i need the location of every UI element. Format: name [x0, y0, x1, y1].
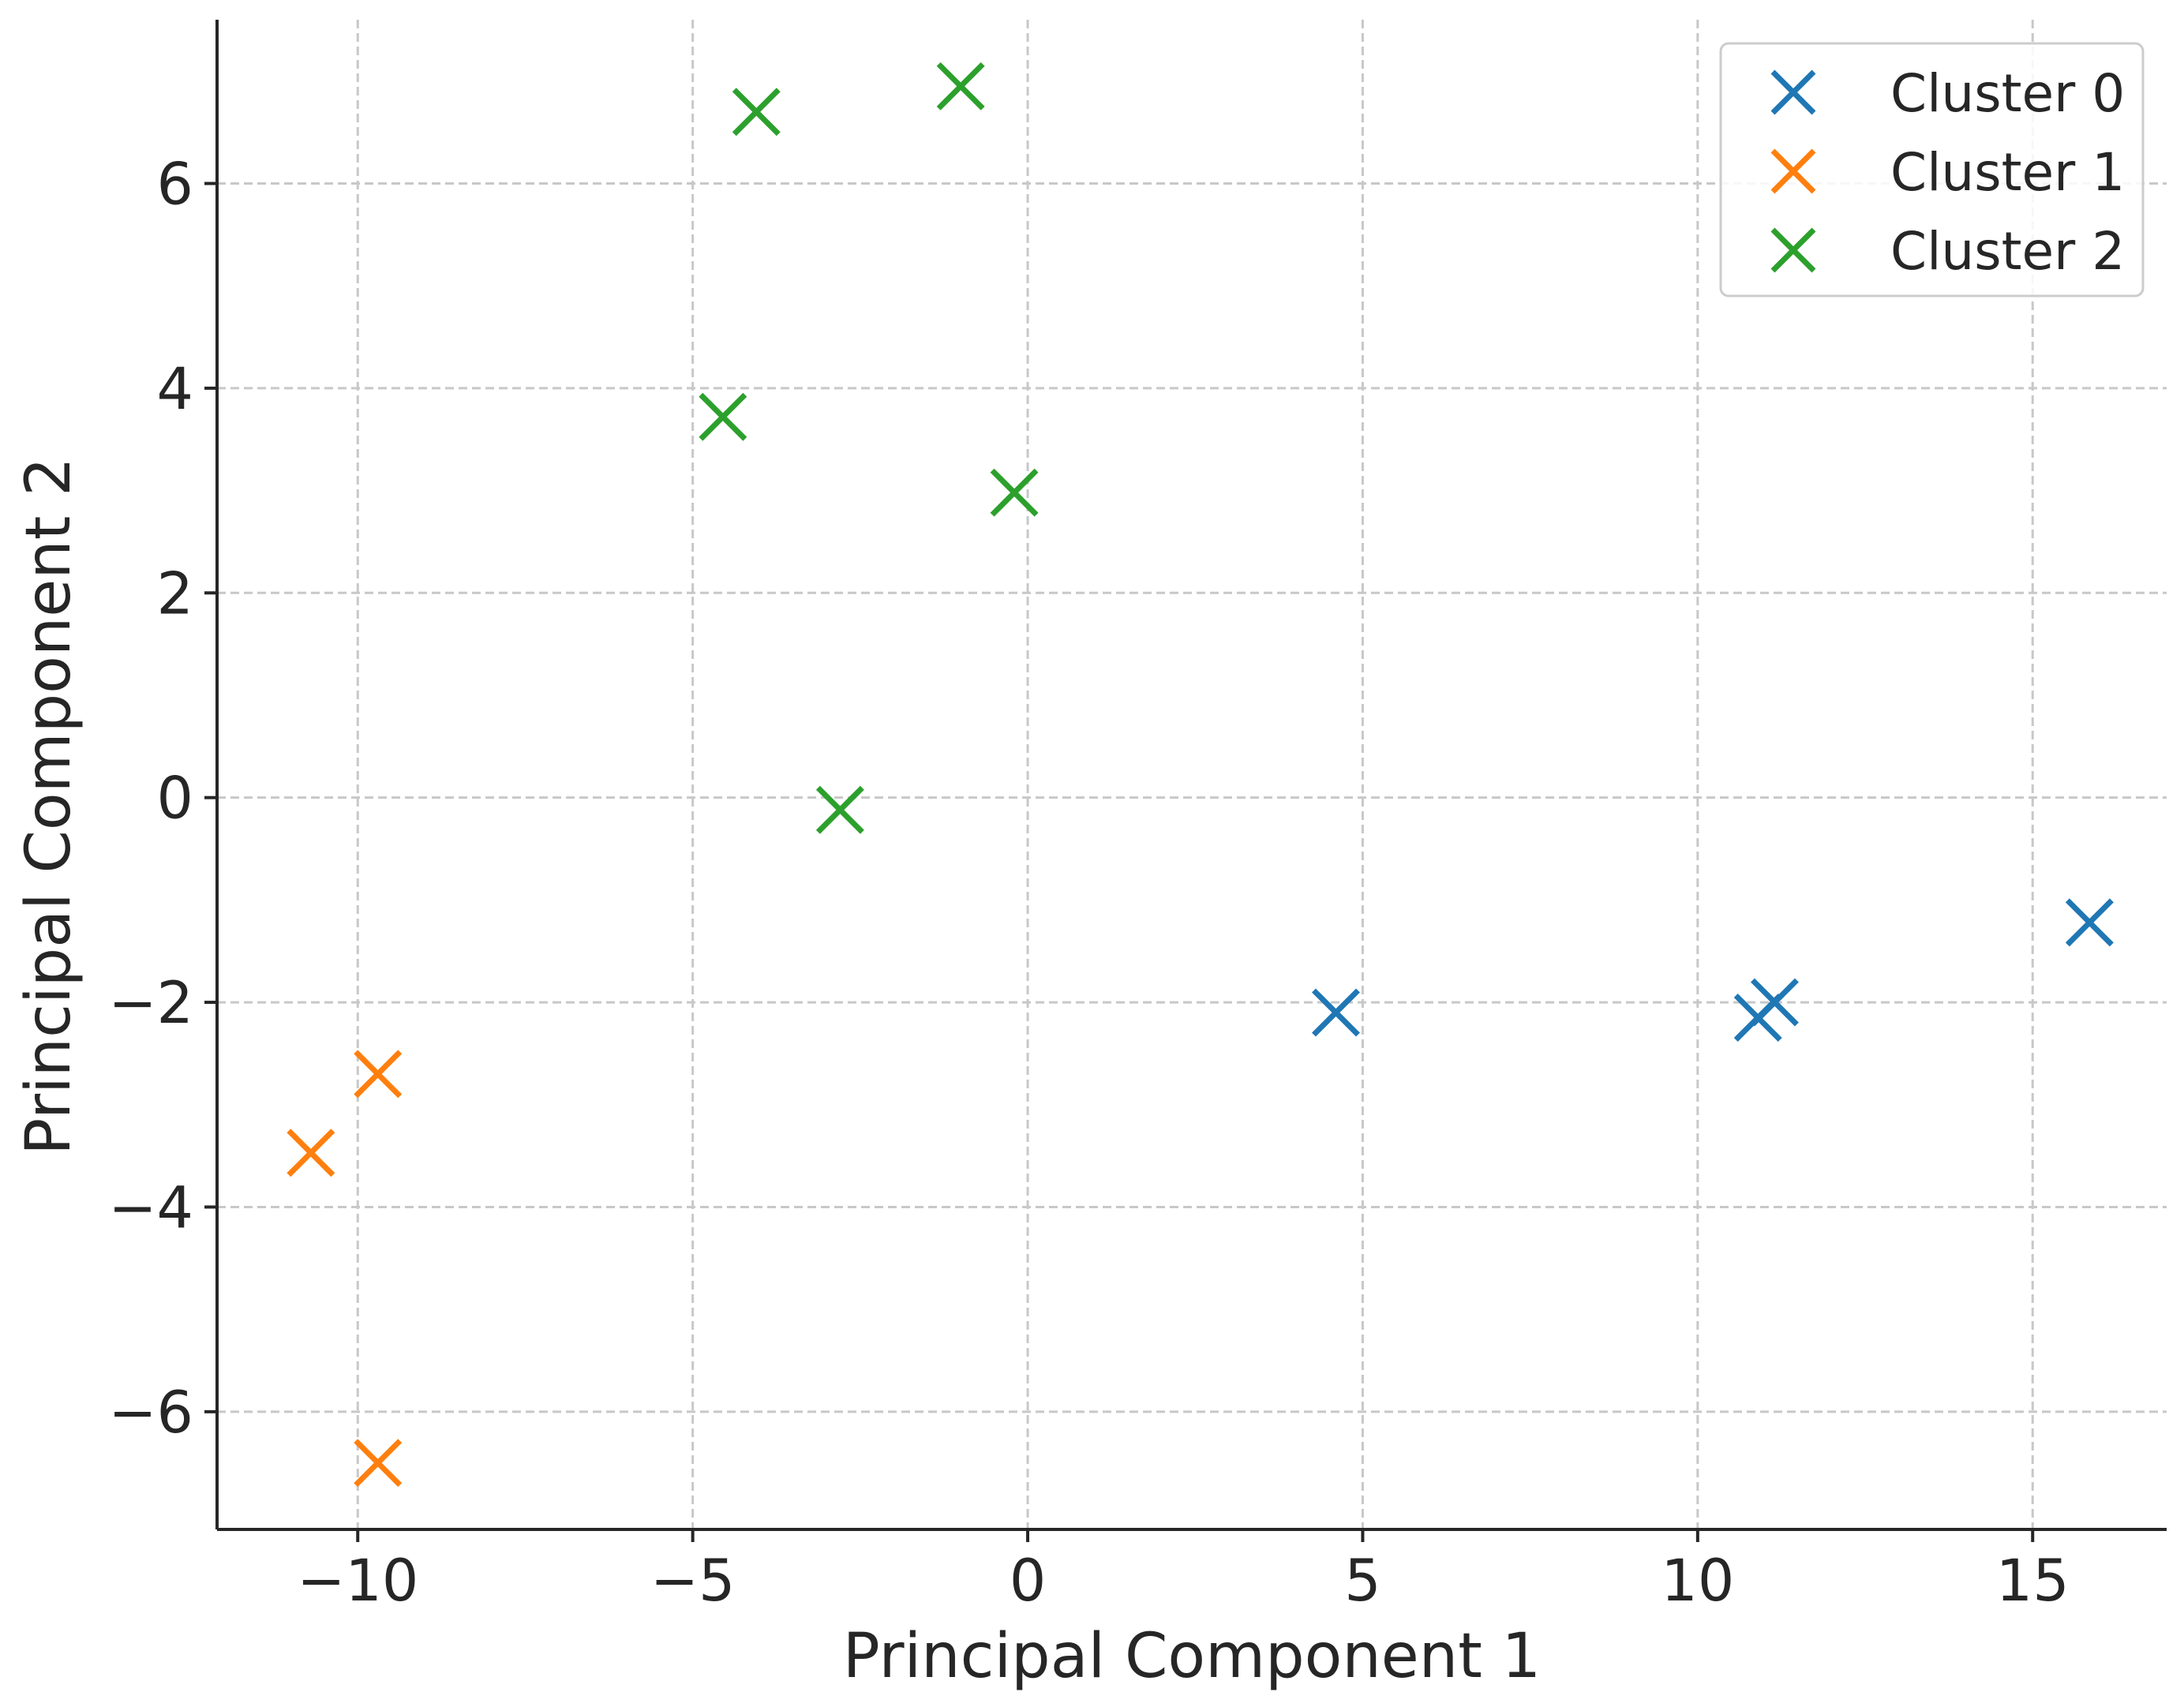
y-tick-label: 2	[157, 560, 193, 627]
legend-marker-cluster-2	[1770, 227, 1816, 273]
points-layer	[287, 62, 2114, 1488]
y-tick-label: −2	[108, 970, 193, 1037]
x-tick-label: −5	[650, 1548, 736, 1615]
ticks-layer: −10 −5 0 5 10 15 −6 −4 −2 0 2 4 6	[108, 152, 2069, 1615]
y-tick-label: −4	[108, 1174, 193, 1241]
cluster-2-point	[990, 468, 1039, 517]
legend-label-cluster-0: Cluster 0	[1890, 63, 2125, 124]
cluster-1-point	[287, 1129, 335, 1177]
cluster-2-point	[699, 392, 747, 441]
legend-marker-cluster-0	[1770, 69, 1816, 115]
x-tick-label: 10	[1661, 1548, 1734, 1615]
x-tick-label: 5	[1344, 1548, 1380, 1615]
cluster-1-point	[354, 1439, 403, 1488]
legend-marker-cluster-1	[1770, 148, 1816, 194]
cluster-2-point	[815, 785, 864, 834]
axes-layer	[215, 20, 2167, 1531]
y-axis-label: Principal Component 2	[13, 457, 84, 1155]
legend: Cluster 0 Cluster 1 Cluster 2	[1719, 42, 2145, 298]
grid-layer	[217, 20, 2167, 1529]
y-tick-label: 4	[157, 356, 193, 423]
x-axis-label: Principal Component 1	[843, 1621, 1541, 1692]
x-tick-label: 15	[1996, 1548, 2070, 1615]
legend-label-cluster-2: Cluster 2	[1890, 221, 2125, 282]
y-tick-label: 6	[157, 152, 193, 219]
x-tick-label: −10	[297, 1548, 418, 1615]
y-tick-label: −6	[108, 1379, 193, 1447]
cluster-0-point	[1750, 978, 1799, 1027]
legend-box	[1719, 42, 2145, 298]
legend-label-cluster-1: Cluster 1	[1890, 142, 2125, 203]
cluster-1-point	[354, 1050, 403, 1099]
cluster-0-point	[1312, 988, 1360, 1037]
y-tick-label: 0	[157, 766, 193, 833]
cluster-2-point	[732, 88, 781, 137]
cluster-2-point	[936, 62, 985, 110]
cluster-0-point	[2065, 898, 2114, 947]
x-tick-label: 0	[1010, 1548, 1046, 1615]
